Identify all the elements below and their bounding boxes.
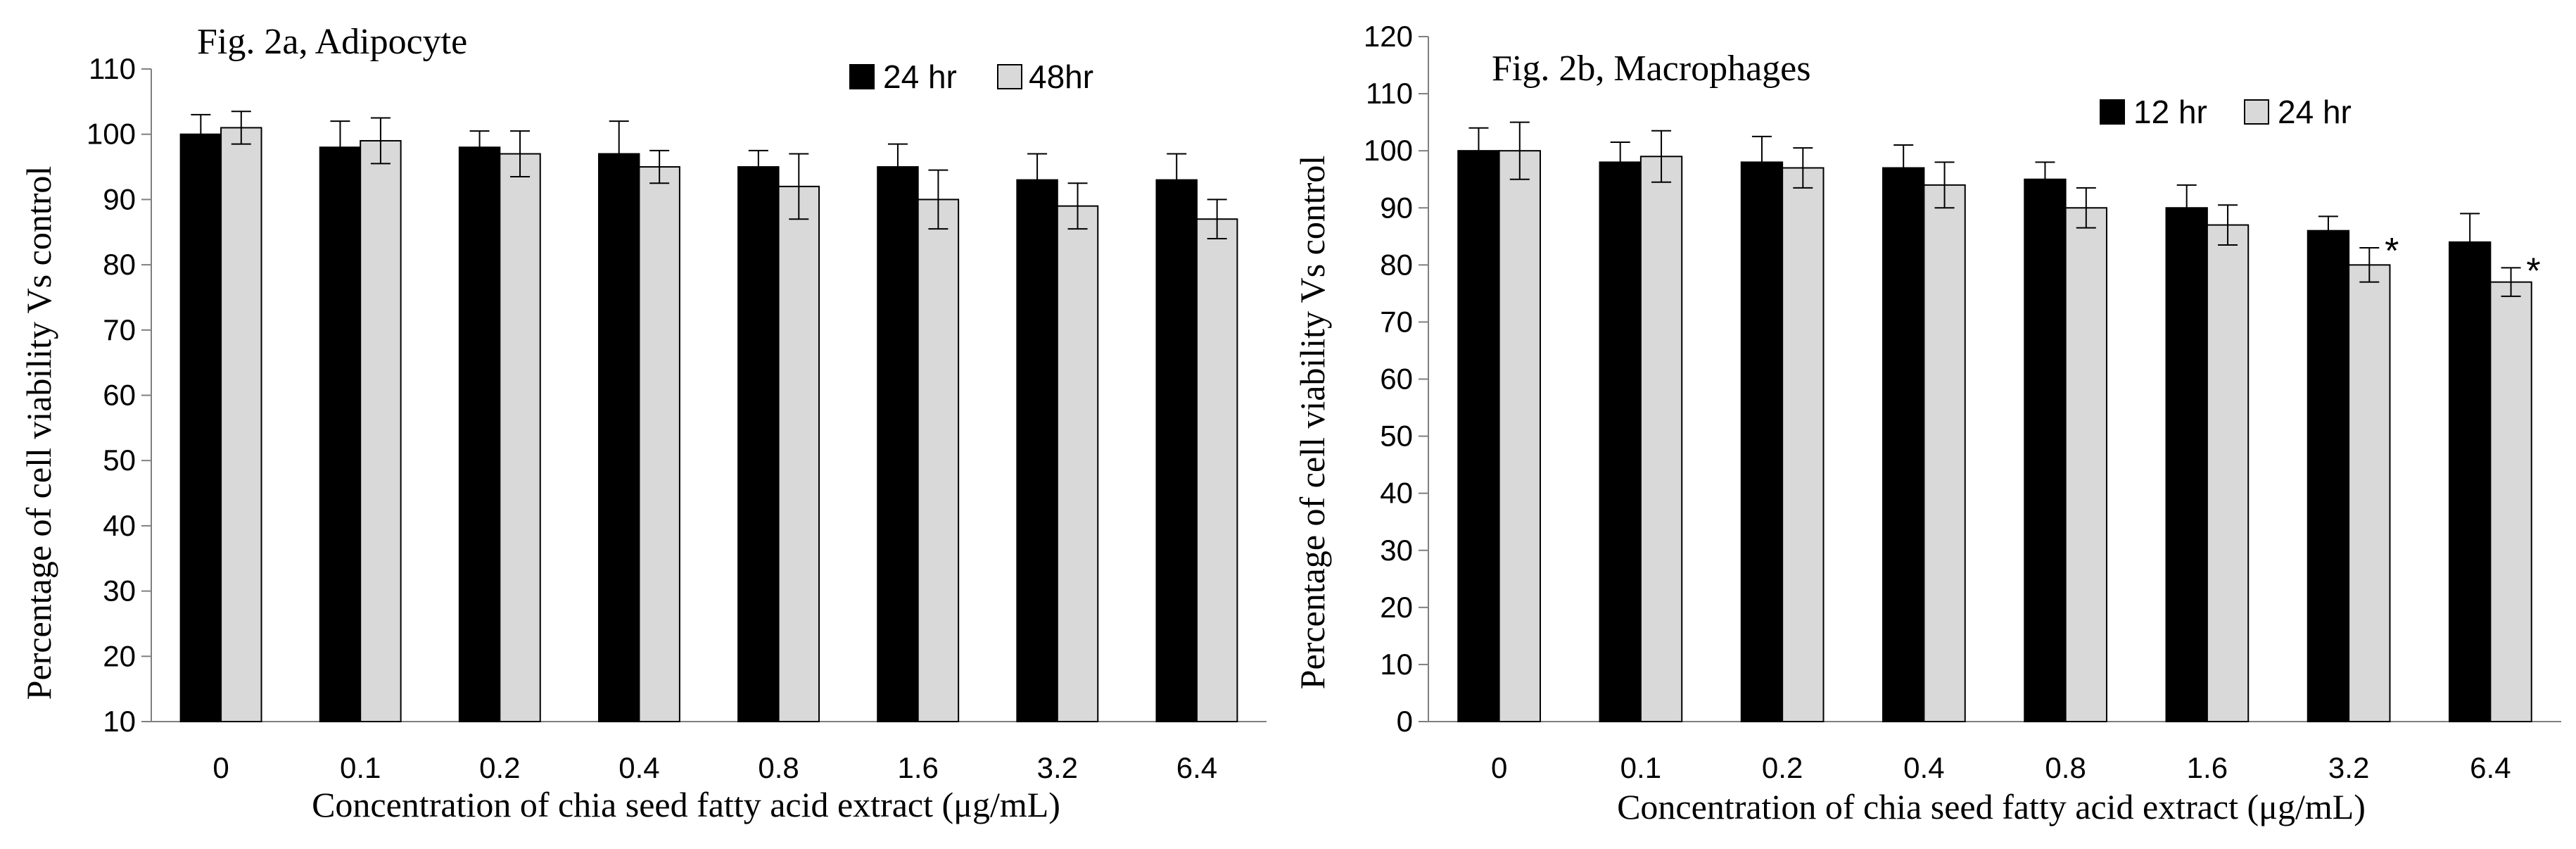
y-tick-label: 110: [1366, 77, 1413, 110]
bar-series-b: [917, 199, 960, 722]
bar-series-b: [1923, 184, 1966, 723]
y-tick-label: 60: [103, 379, 136, 412]
x-tick-label: 3.2: [2328, 751, 2369, 784]
bar-series-b: [1639, 156, 1683, 722]
bar-series-a: [179, 133, 222, 722]
bar-series-b: [1782, 167, 1825, 723]
y-axis-label: Percentage of cell viability Vs control: [1293, 156, 1332, 690]
x-tick-label: 0.2: [479, 751, 520, 784]
legend: 12 hr 24 hr: [2100, 94, 2352, 130]
bar-series-a: [597, 153, 640, 722]
y-tick-label: 50: [1380, 420, 1413, 453]
y-tick-label: 60: [1380, 363, 1413, 396]
y-tick-label: 50: [103, 444, 136, 477]
x-tick-label: 6.4: [2470, 751, 2511, 784]
bar-series-b: [2206, 224, 2250, 722]
legend-swatch-series-a: [2100, 99, 2125, 125]
legend-swatch-series-b: [997, 64, 1022, 89]
bar-series-b: [360, 139, 402, 723]
y-tick-label: 0: [1397, 705, 1413, 738]
legend-label-series-a: 24 hr: [883, 58, 957, 95]
bar-series-a: [1016, 179, 1058, 722]
y-tick-label: 90: [1380, 191, 1413, 224]
bar-series-a: [1740, 161, 1784, 722]
legend-swatch-series-b: [2244, 99, 2269, 125]
bar-series-a: [1599, 161, 1642, 722]
y-tick-label: 90: [103, 182, 136, 215]
y-tick-label: 10: [103, 705, 136, 738]
x-axis-label: Concentration of chia seed fatty acid ex…: [312, 785, 1060, 824]
y-tick-label: 70: [103, 313, 136, 346]
y-tick-label: 120: [1364, 20, 1413, 53]
bar-series-a: [1155, 179, 1198, 722]
y-axis-label: Percentage of cell viability Vs control: [19, 166, 58, 700]
x-tick-label: 0.8: [2045, 751, 2086, 784]
bar-series-b: [499, 153, 541, 722]
bar-series-a: [1457, 150, 1500, 722]
x-tick-label: 0: [212, 751, 229, 784]
bar-series-a: [1882, 167, 1925, 723]
y-tick-label: 20: [103, 639, 136, 672]
y-tick-label: 110: [89, 52, 136, 85]
bar-series-a: [458, 146, 501, 723]
bar-series-a: [2024, 178, 2067, 723]
y-tick-label: 100: [87, 118, 136, 151]
x-tick-label: 0.4: [618, 751, 659, 784]
y-tick-label: 30: [1380, 534, 1413, 567]
x-tick-label: 1.6: [897, 751, 938, 784]
x-tick-label: 6.4: [1176, 751, 1217, 784]
bar-series-a: [2307, 229, 2350, 722]
bar-series-b: [220, 127, 262, 722]
chart-adipocyte: Fig. 2a, Adipocyte Percentage of cell vi…: [19, 22, 1267, 824]
chart-title: Fig. 2b, Macrophages: [1492, 49, 1810, 89]
bar-series-a: [737, 166, 780, 723]
x-tick-label: 0: [1491, 751, 1507, 784]
bar-series-b: [2489, 281, 2532, 722]
y-tick-label: 30: [103, 574, 136, 608]
legend-label-series-b: 24 hr: [2278, 94, 2352, 130]
bar-series-a: [2165, 207, 2208, 722]
bar-series-b: [638, 166, 680, 723]
legend-swatch-series-a: [849, 64, 875, 89]
y-tick-label: 80: [103, 248, 136, 281]
x-tick-label: 0.4: [1903, 751, 1944, 784]
y-tick-label: 40: [1380, 477, 1413, 510]
significance-marker: *: [2526, 251, 2540, 291]
x-tick-label: 0.1: [340, 751, 381, 784]
x-tick-label: 0.8: [758, 751, 799, 784]
x-tick-label: 3.2: [1037, 751, 1078, 784]
y-tick-label: 80: [1380, 248, 1413, 281]
bar-series-b: [1195, 218, 1238, 722]
bar-series-b: [1498, 150, 1541, 722]
x-tick-label: 1.6: [2187, 751, 2228, 784]
bar-series-a: [877, 166, 919, 723]
x-tick-label: 0.2: [1762, 751, 1803, 784]
y-tick-label: 100: [1364, 134, 1413, 167]
y-tick-label: 10: [1380, 648, 1413, 681]
y-tick-label: 40: [103, 509, 136, 542]
legend: 24 hr 48hr: [849, 58, 1093, 95]
bar-series-b: [2064, 207, 2107, 722]
x-axis-label: Concentration of chia seed fatty acid ex…: [1617, 787, 2366, 826]
significance-marker: *: [2385, 231, 2399, 272]
bar-series-a: [2449, 241, 2492, 722]
y-tick-label: 70: [1380, 305, 1413, 338]
y-tick-label: 20: [1380, 591, 1413, 624]
bar-series-b: [778, 185, 820, 722]
legend-label-series-b: 48hr: [1029, 58, 1093, 95]
bar-series-b: [1056, 205, 1099, 723]
x-tick-label: 0.1: [1620, 751, 1661, 784]
bar-series-a: [319, 146, 362, 723]
legend-label-series-a: 12 hr: [2133, 94, 2207, 130]
chart-macrophages: Fig. 2b, Macrophages Percentage of cell …: [1293, 20, 2561, 826]
chart-title: Fig. 2a, Adipocyte: [197, 22, 467, 62]
bar-series-b: [2348, 264, 2391, 723]
